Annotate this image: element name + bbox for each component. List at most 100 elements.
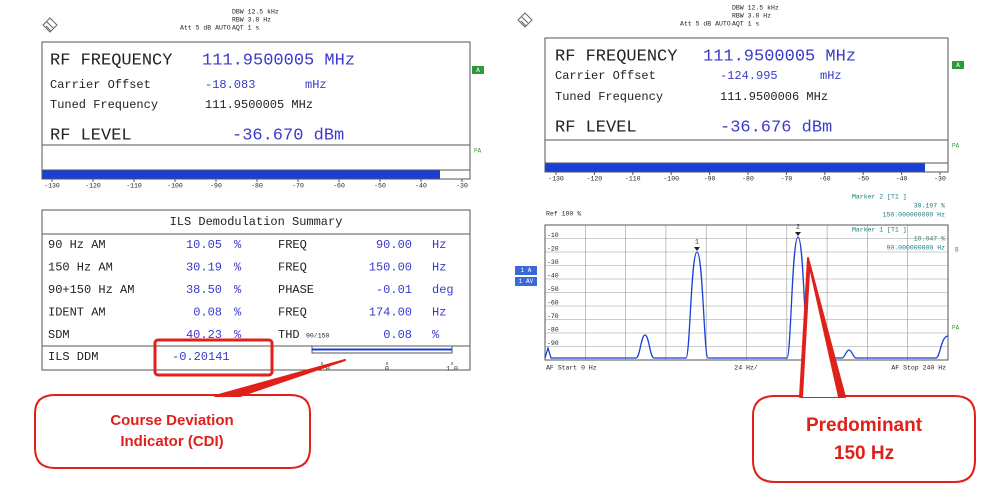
label: RF FREQUENCY (50, 51, 172, 70)
value: 111.9500006 MHz (720, 90, 828, 104)
scale-label: -1.0 (314, 366, 330, 373)
callout-text: 150 Hz (834, 443, 894, 464)
pa: PA (952, 325, 960, 332)
ddm-scale: -1.0 0 1.0 (314, 362, 458, 373)
y-label: -30 (547, 259, 559, 266)
indicator: A (956, 62, 960, 69)
scale-label: -50 (374, 183, 386, 190)
marker: 30.197 % (914, 203, 945, 210)
row-unit: Hz (432, 261, 446, 275)
row-label: 150 Hz AM (48, 261, 113, 275)
scale-label: -40 (896, 176, 908, 183)
row-label: IDENT AM (48, 306, 106, 320)
marker: 150.000000000 Hz (883, 212, 946, 219)
scale-label: -50 (857, 176, 869, 183)
scale-label: -120 (587, 176, 603, 183)
logo (42, 17, 58, 33)
marker-symbol (694, 232, 801, 251)
row-subscript: 90/150 (306, 333, 330, 340)
row-label: PHASE (278, 283, 314, 297)
scale-label: -100 (663, 176, 679, 183)
row-value: 150.00 (369, 261, 412, 275)
row-label: FREQ (278, 238, 307, 252)
row-unit: % (234, 238, 242, 252)
header: RBW 3.8 Hz (732, 13, 771, 20)
scale-label: -90 (210, 183, 222, 190)
header: DBW 12.5 kHz (732, 5, 779, 12)
side-box (515, 277, 537, 286)
header: Att 5 dB AUTO (180, 25, 231, 32)
row-unit: deg (432, 283, 454, 297)
row-value: -0.01 (376, 283, 412, 297)
y-label: -40 (547, 273, 559, 280)
scale-label: -40 (415, 183, 427, 190)
callout-pointer (214, 359, 346, 397)
scale: -130 -120 -110 -100 -90 -80 -70 -60 -50 -40 -30 (548, 172, 946, 183)
header: RBW 3.8 Hz (232, 17, 271, 24)
row-unit: % (432, 328, 440, 342)
frame (544, 139, 949, 164)
pa: PA (952, 143, 960, 150)
row-value: 10.05 (186, 238, 222, 252)
header: DBW 12.5 kHz (232, 9, 279, 16)
row-label: FREQ (278, 306, 307, 320)
label: RF LEVEL (555, 118, 637, 137)
value: -36.676 dBm (720, 118, 832, 137)
callout-pointer-inner (803, 272, 838, 397)
y-label: -20 (547, 246, 559, 253)
ddm-value: -0.20141 (172, 350, 230, 364)
level-bar (42, 170, 440, 179)
pa: PA (474, 148, 482, 155)
scale-label: -30 (934, 176, 946, 183)
spectrum-frame (544, 224, 949, 361)
label: Carrier Offset (555, 69, 656, 83)
value: -18.083 (205, 78, 255, 92)
marker: 10.047 % (914, 236, 945, 243)
spectrum-grid: -10 -20 -30 -40 -50 -60 -70 -80 -90 (545, 225, 948, 360)
scale-label: -110 (625, 176, 641, 183)
row-label: 90+150 Hz AM (48, 283, 134, 297)
scale-label: -120 (85, 183, 101, 190)
row-unit: % (234, 328, 242, 342)
row-unit: % (234, 283, 242, 297)
header: AQT 1 s (232, 25, 259, 32)
scale-label: -70 (781, 176, 793, 183)
row-label: FREQ (278, 261, 307, 275)
frame (41, 169, 471, 180)
marker: Marker 2 [T1 ] (852, 194, 907, 201)
scale-label: 0 (385, 366, 389, 373)
value: -124.995 (720, 69, 778, 83)
label: Tuned Frequency (555, 90, 663, 104)
callout-box (34, 394, 311, 469)
marker: Marker 1 [T1 ] (852, 227, 907, 234)
scale-label: 1.0 (446, 366, 458, 373)
y-label: -60 (547, 300, 559, 307)
row-value: 30.19 (186, 261, 222, 275)
unit: mHz (305, 78, 327, 92)
trace (544, 236, 949, 359)
unit: mHz (820, 69, 842, 83)
label: Carrier Offset (50, 78, 151, 92)
header: AQT 1 s (732, 21, 759, 28)
indicator: A (476, 67, 480, 74)
scale-label: -80 (742, 176, 754, 183)
header: Att 5 dB AUTO (680, 21, 731, 28)
scale: -130 -120 -110 -100 -90 -80 -70 -60 -50 -40 -30 (44, 179, 468, 190)
frame (544, 162, 949, 173)
y-label: -10 (547, 232, 559, 239)
peak-label: 2 (796, 224, 800, 231)
row-label: 90 Hz AM (48, 238, 106, 252)
label: RF LEVEL (50, 126, 132, 145)
scale-label: -60 (333, 183, 345, 190)
y-label: -90 (547, 340, 559, 347)
label: RF FREQUENCY (555, 47, 677, 66)
label: Tuned Frequency (50, 98, 158, 112)
scale-label: -90 (704, 176, 716, 183)
row-value: 0.08 (193, 306, 222, 320)
footer: 24 Hz/ (734, 365, 758, 372)
footer: AF Stop 240 Hz (891, 365, 946, 372)
footer: AF Start 0 Hz (546, 365, 597, 372)
side-label: 1 AV (519, 278, 534, 285)
indicator-box (472, 66, 484, 74)
